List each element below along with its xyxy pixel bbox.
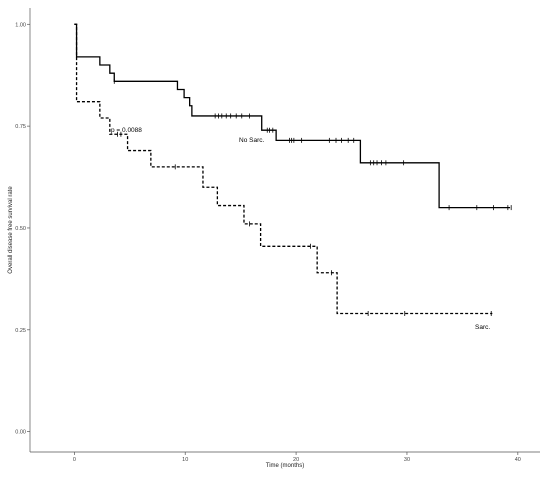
x-tick-label: 10 <box>182 457 188 463</box>
series-line-sarc <box>74 23 493 315</box>
x-tick-label: 0 <box>73 457 76 463</box>
y-axis-title: Overall disease free survival rate <box>8 186 14 274</box>
y-tick-label: 0.00 <box>15 430 26 436</box>
y-tick-label: 0.75 <box>15 124 26 130</box>
y-tick-label: 0.50 <box>15 226 26 232</box>
y-tick-label: 1.00 <box>15 22 26 28</box>
x-tick-label: 20 <box>293 457 299 463</box>
x-ticks: 0 10 20 30 40 <box>73 452 521 463</box>
y-ticks: 0.00 0.25 0.50 0.75 1.00 <box>15 22 30 436</box>
x-tick-label: 30 <box>404 457 410 463</box>
y-tick-label: 0.25 <box>15 328 26 334</box>
x-axis-title: Time (months) <box>266 463 304 469</box>
series-label-no-sarc: No Sarc. <box>239 137 264 144</box>
censor-marks <box>113 78 512 317</box>
x-tick-label: 40 <box>515 457 521 463</box>
p-value-label: p = 0.0088 <box>111 127 142 134</box>
axes <box>29 8 540 453</box>
series-label-sarc: Sarc. <box>475 324 490 331</box>
series-line-no-sarc <box>74 23 511 209</box>
survival-curves <box>74 23 511 315</box>
